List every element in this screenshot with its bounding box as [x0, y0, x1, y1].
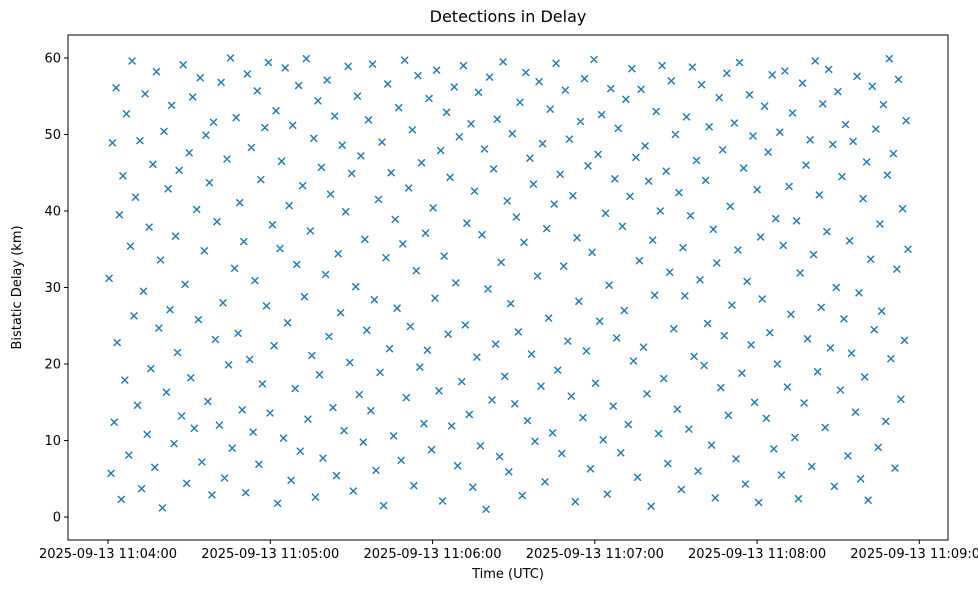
x-tick-label: 2025-09-13 11:07:00 [526, 547, 664, 562]
x-tick-label: 2025-09-13 11:04:00 [39, 547, 177, 562]
x-axis-label: Time (UTC) [471, 567, 544, 582]
y-tick-label: 10 [44, 434, 61, 449]
y-tick-label: 30 [44, 281, 61, 296]
chart-title: Detections in Delay [430, 7, 587, 26]
y-tick-label: 0 [53, 511, 61, 526]
x-tick-label: 2025-09-13 11:09:00 [850, 547, 978, 562]
scatter-points [105, 54, 912, 514]
y-tick-label: 20 [44, 358, 61, 373]
y-axis-label: Bistatic Delay (km) [10, 225, 25, 349]
x-tick-label: 2025-09-13 11:06:00 [364, 547, 502, 562]
y-tick-label: 50 [44, 128, 61, 143]
y-tick-label: 40 [44, 204, 61, 219]
y-tick-label: 60 [44, 51, 61, 66]
x-ticks: 2025-09-13 11:04:00 2025-09-13 11:05:00 20… [39, 540, 978, 562]
x-tick-label: 2025-09-13 11:08:00 [688, 547, 826, 562]
plot-content: 2025-09-13 11:04:00 2025-09-13 11:05:00 20… [39, 34, 978, 562]
y-ticks: 0 10 20 30 40 50 60 [44, 51, 68, 526]
x-tick-label: 2025-09-13 11:05:00 [201, 547, 339, 562]
